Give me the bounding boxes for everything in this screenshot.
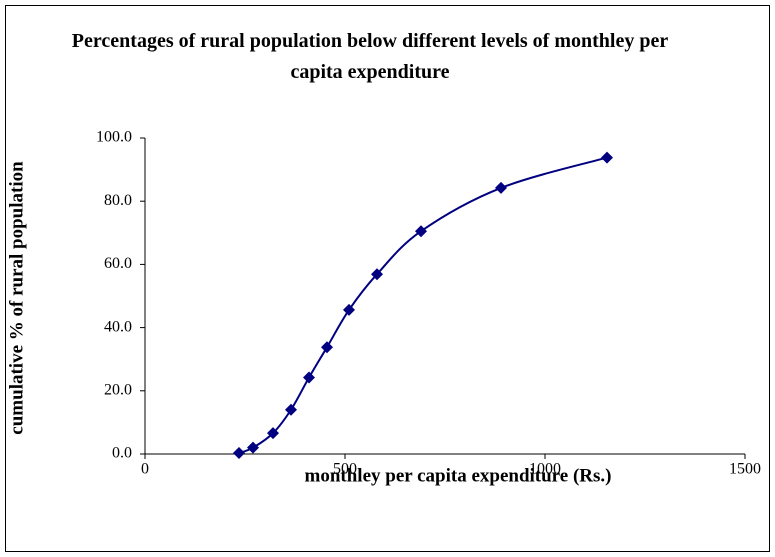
data-point: [247, 441, 259, 454]
chart-border: [5, 5, 770, 552]
y-tick-label: 40.0: [104, 318, 132, 335]
x-tick-label: 1500: [729, 461, 761, 478]
y-tick-label: 60.0: [104, 255, 132, 272]
data-point: [321, 341, 333, 354]
y-tick-label: 20.0: [104, 381, 132, 398]
y-axis-label: cumulative % of rural population: [6, 161, 27, 435]
chart-title: Percentages of rural population below di…: [71, 30, 669, 83]
x-tick-label: 0: [141, 461, 149, 478]
data-point: [303, 371, 315, 384]
data-point: [343, 303, 355, 316]
y-tick-label: 0.0: [112, 445, 132, 462]
data-point: [285, 403, 297, 416]
data-point: [415, 225, 427, 238]
series-line: [238, 156, 608, 454]
data-point: [495, 181, 507, 194]
x-axis-label: monthley per capita expenditure (Rs.): [305, 465, 612, 486]
data-point: [601, 151, 613, 164]
x-tick-label: 1000: [529, 461, 561, 478]
y-tick-label: 80.0: [104, 192, 132, 209]
y-tick-label: 100.0: [96, 129, 132, 146]
data-point: [267, 427, 279, 440]
x-tick-label: 500: [333, 461, 357, 478]
data-point: [233, 447, 245, 460]
data-point: [371, 268, 383, 281]
